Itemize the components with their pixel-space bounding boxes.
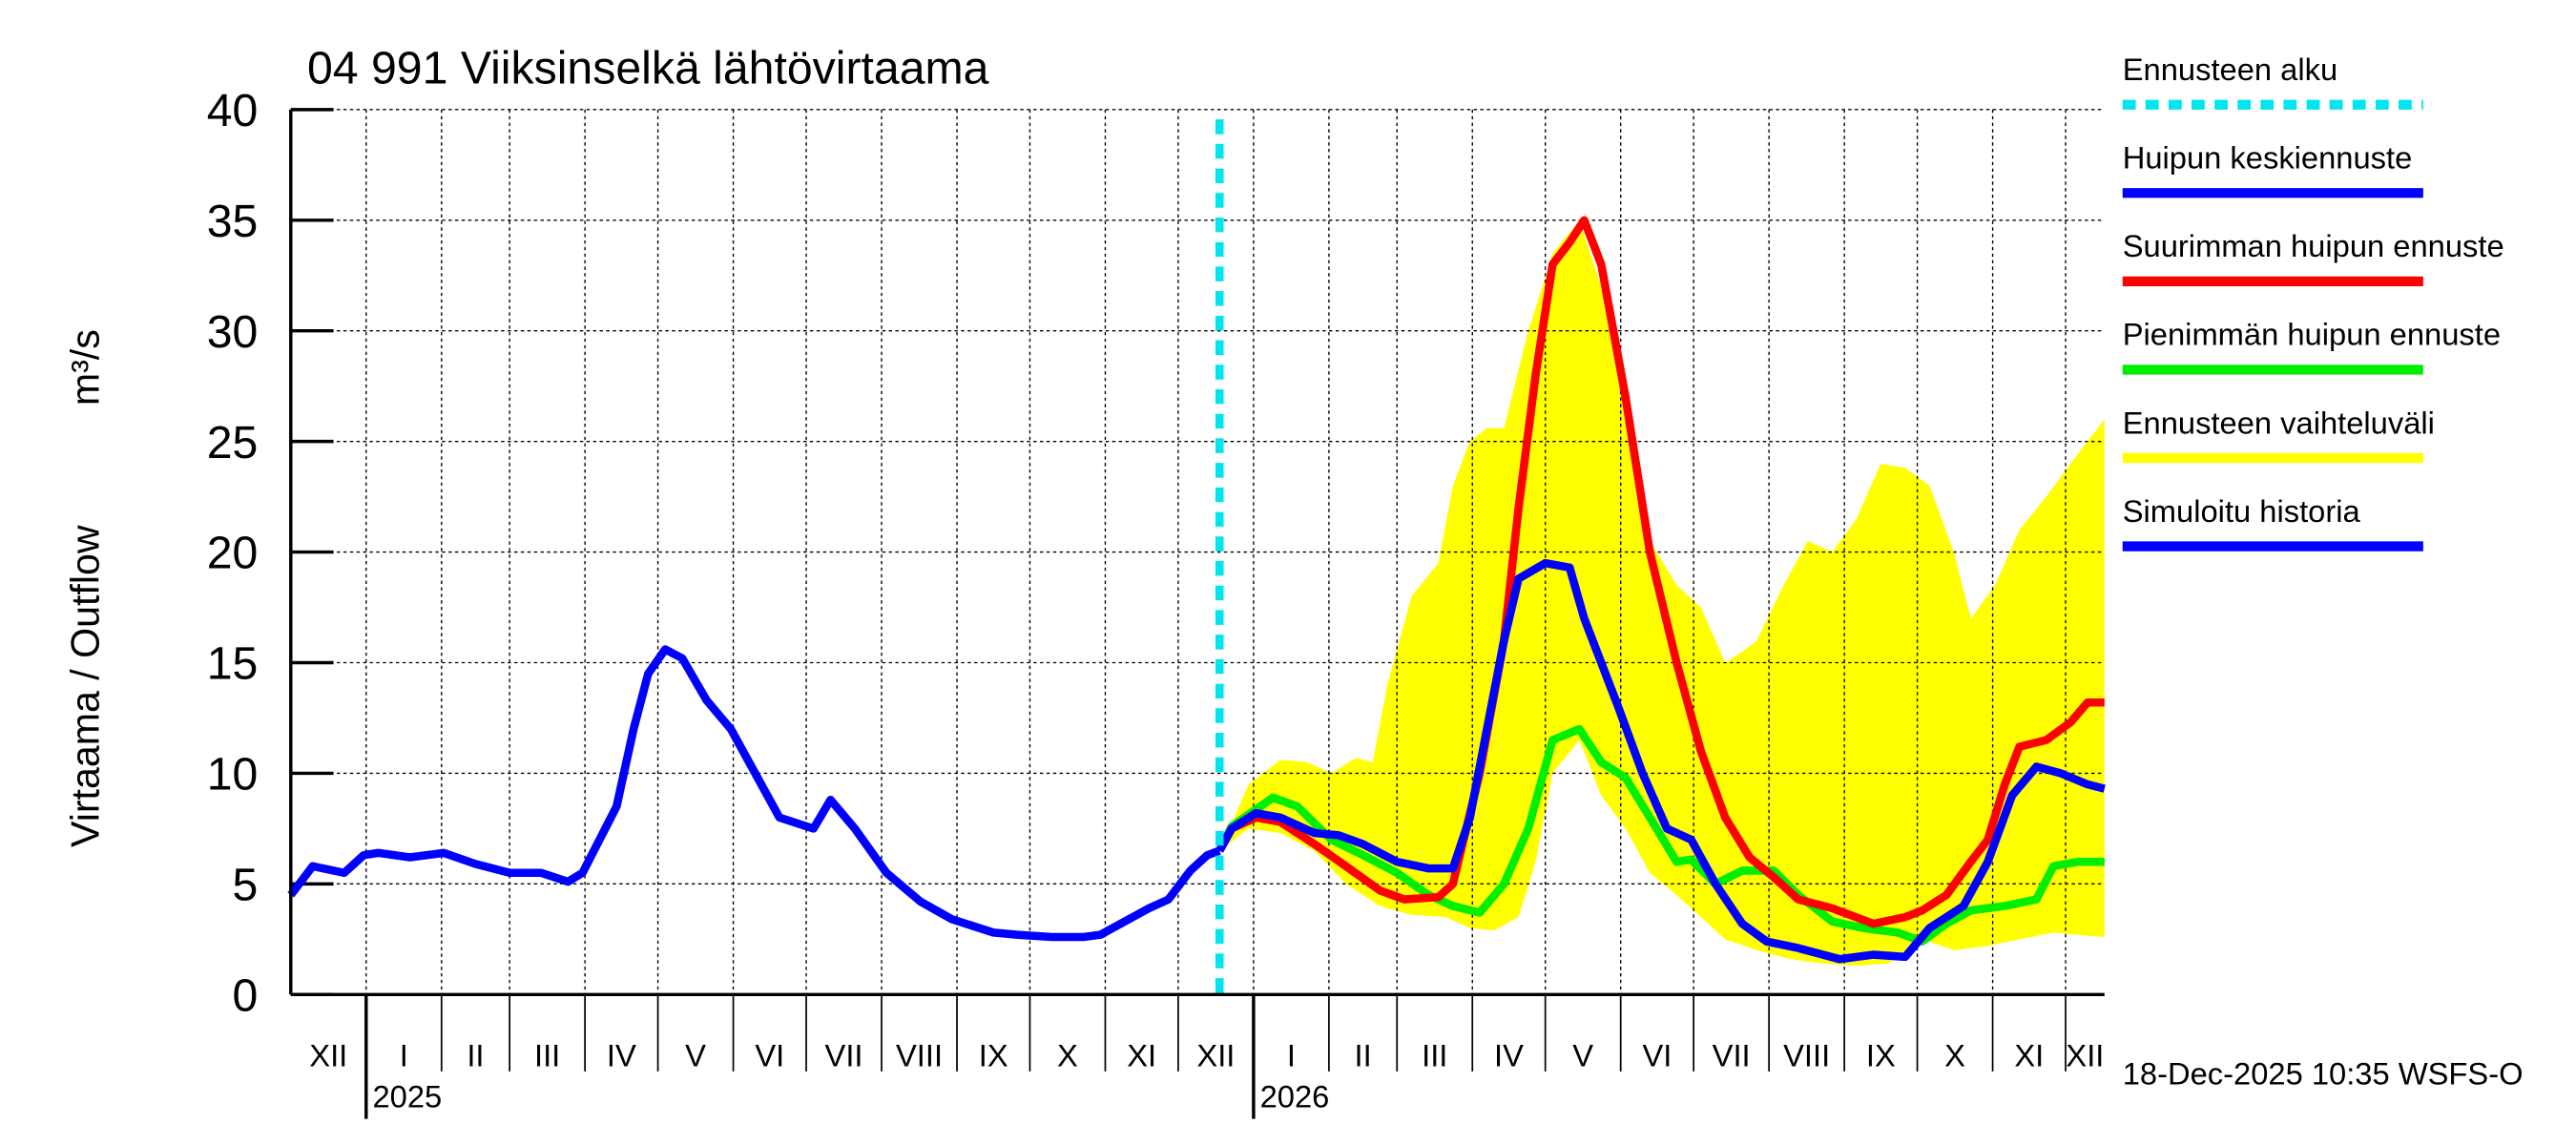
y-tick-label: 0 xyxy=(233,970,259,1022)
legend: Ennusteen alku Huipun keskiennuste Suurimm… xyxy=(2123,52,2504,552)
month-label: VIII xyxy=(896,1038,943,1073)
y-tick-label: 30 xyxy=(207,306,259,358)
month-label: XII xyxy=(2066,1038,2104,1073)
month-label: XII xyxy=(1196,1038,1235,1073)
month-label: I xyxy=(400,1038,408,1073)
series-line-1 xyxy=(1215,724,2105,946)
month-label: X xyxy=(1057,1038,1078,1073)
month-label: XII xyxy=(309,1038,347,1073)
y-tick-label: 35 xyxy=(207,196,259,247)
month-label: III xyxy=(1422,1038,1447,1073)
month-label: II xyxy=(1354,1038,1371,1073)
month-label: IV xyxy=(1494,1038,1524,1073)
month-label: V xyxy=(1572,1038,1593,1073)
month-label: VI xyxy=(755,1038,784,1073)
month-label: VIII xyxy=(1783,1038,1830,1073)
y-tick-label: 40 xyxy=(207,85,259,136)
month-label: IV xyxy=(607,1038,636,1073)
y-axis-label: Virtaama / Outflow xyxy=(63,525,107,847)
month-label: II xyxy=(467,1038,484,1073)
y-tick-label: 25 xyxy=(207,417,259,468)
month-label: I xyxy=(1287,1038,1296,1073)
series-line-0 xyxy=(287,645,1221,942)
y-tick-label: 10 xyxy=(207,749,259,801)
month-label: VII xyxy=(1713,1038,1751,1073)
y-tick-label: 20 xyxy=(207,528,259,579)
y-axis-unit: m³/s xyxy=(63,329,107,406)
month-label: VI xyxy=(1642,1038,1672,1073)
month-label: IX xyxy=(979,1038,1008,1073)
month-label: IX xyxy=(1866,1038,1896,1073)
year-label: 2026 xyxy=(1260,1079,1330,1114)
chart-title: 04 991 Viiksinselkä lähtövirtaama xyxy=(307,43,989,94)
series-line-3 xyxy=(1215,558,2106,964)
month-label: V xyxy=(685,1038,706,1073)
legend-label: Ennusteen vaihteluväli xyxy=(2123,405,2435,440)
timestamp: 18-Dec-2025 10:35 WSFS-O xyxy=(2123,1056,2524,1092)
month-label: VII xyxy=(825,1038,863,1073)
legend-label: Ennusteen alku xyxy=(2123,52,2337,87)
legend-label: Huipun keskiennuste xyxy=(2123,140,2413,176)
month-label: X xyxy=(1944,1038,1965,1073)
y-tick-label: 15 xyxy=(207,638,259,690)
month-label: III xyxy=(534,1038,560,1073)
series-line-2 xyxy=(1215,216,2105,928)
legend-label: Suurimman huipun ennuste xyxy=(2123,228,2504,263)
month-label: XI xyxy=(2014,1038,2044,1073)
legend-label: Simuloitu historia xyxy=(2123,493,2361,529)
y-tick-label: 5 xyxy=(233,860,259,911)
year-label: 2025 xyxy=(372,1079,442,1114)
month-label: XI xyxy=(1127,1038,1156,1073)
legend-label: Pienimmän huipun ennuste xyxy=(2123,317,2501,352)
